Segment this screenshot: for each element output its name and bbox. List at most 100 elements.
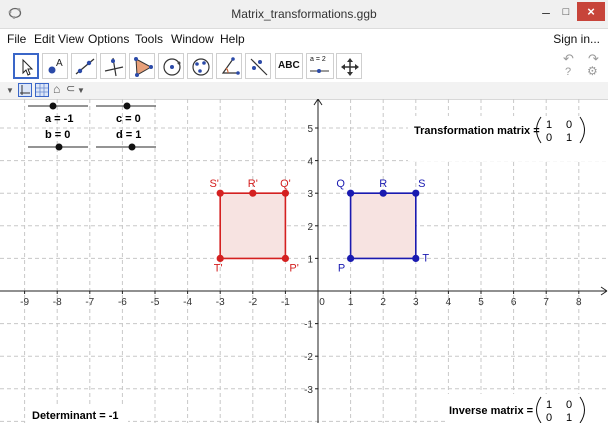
- square-layers: P' T' S' R' Q' P T S R Q: [209, 178, 429, 274]
- circle-three-points-icon: [192, 58, 210, 76]
- y-tick-label: -3: [304, 385, 313, 396]
- minimize-button[interactable]: –: [542, 4, 550, 20]
- original-square-point: [412, 189, 420, 197]
- original-square-point: [379, 189, 387, 197]
- angle-tool-button[interactable]: [216, 53, 242, 79]
- menu-help[interactable]: Help: [220, 32, 245, 46]
- x-tick-label: -6: [118, 297, 127, 308]
- line-icon: [75, 58, 95, 75]
- y-tick-label: -1: [304, 320, 313, 331]
- move-graphics-view-icon: [341, 58, 359, 76]
- sign-in-link[interactable]: Sign in...: [553, 32, 600, 46]
- y-tick-label: 3: [307, 189, 313, 200]
- slider-b-label: b = 0: [45, 129, 70, 141]
- menu-file[interactable]: File: [7, 32, 27, 46]
- image-square-point-label: Q': [280, 178, 291, 190]
- y-axis-arrow: [313, 99, 323, 106]
- y-tick-label: -2: [304, 352, 313, 363]
- inverse-matrix-cell: 1: [566, 412, 572, 423]
- circle-three-points-tool-button[interactable]: [187, 53, 213, 79]
- slider-c-label: c = 0: [116, 113, 141, 125]
- cursor-arrow-icon: [22, 58, 34, 76]
- menu-options[interactable]: Options: [88, 32, 130, 46]
- slider-c[interactable]: c = 0: [96, 102, 156, 126]
- line-tool-button[interactable]: [71, 53, 97, 79]
- image-square-point-label: R': [248, 178, 258, 190]
- point-tool-button[interactable]: A: [42, 53, 68, 79]
- original-square-polygon: [349, 192, 417, 260]
- move-view-tool-button[interactable]: [336, 53, 362, 79]
- x-tick-label: 8: [576, 297, 582, 308]
- slider-c-knob[interactable]: [123, 102, 131, 110]
- polygon-icon: [134, 57, 153, 77]
- dropdown-arrow-icon[interactable]: ▼: [77, 86, 85, 95]
- original-square-point-label: T: [422, 252, 429, 264]
- determinant-label: Determinant = -1: [32, 410, 119, 422]
- image-square-point: [216, 254, 224, 262]
- menu-window[interactable]: Window: [171, 32, 214, 46]
- slider-a[interactable]: a = -1: [28, 102, 88, 126]
- point-capturing-icon[interactable]: ⊂: [66, 83, 76, 95]
- circle-tool-button[interactable]: [158, 53, 184, 79]
- undo-icon[interactable]: ↶: [563, 51, 574, 66]
- window-title: Matrix_transformations.ggb: [231, 7, 377, 21]
- x-tick-label: -1: [281, 297, 290, 308]
- slider-icon: [310, 69, 329, 73]
- transformation-matrix-cell: 1: [546, 119, 552, 131]
- settings-icon[interactable]: ⚙: [587, 64, 598, 78]
- close-button[interactable]: ×: [577, 2, 605, 21]
- home-view-icon[interactable]: ⌂: [53, 82, 61, 96]
- collapse-arrow-icon[interactable]: ▼: [6, 86, 14, 95]
- help-icon[interactable]: ?: [565, 66, 572, 78]
- transformation-matrix-cell: 0: [566, 119, 572, 131]
- slider-d[interactable]: d = 1: [96, 129, 156, 151]
- menu-tools[interactable]: Tools: [135, 32, 164, 46]
- toolbar: A ABC a = 2 ↶ ↷ ? ⚙: [0, 49, 608, 83]
- image-square-point-label: T': [214, 262, 223, 274]
- polygon-tool-button[interactable]: [129, 53, 155, 79]
- y-tick-label: 5: [307, 124, 313, 135]
- transformation-matrix-display: Transformation matrix = 1 0 0 1: [408, 116, 608, 161]
- slider-tool-button[interactable]: a = 2: [306, 53, 334, 79]
- slider-b-knob[interactable]: [55, 143, 63, 151]
- grid-toggle-icon[interactable]: [35, 83, 49, 97]
- x-tick-label: -3: [216, 297, 225, 308]
- x-tick-label: 0: [319, 297, 325, 308]
- image-square-point: [281, 254, 289, 262]
- coordinate-axes: [0, 99, 608, 423]
- x-tick-label: 7: [543, 297, 549, 308]
- menu-view[interactable]: View: [58, 32, 84, 46]
- move-tool-button[interactable]: [13, 53, 39, 79]
- text-tool-button[interactable]: ABC: [275, 53, 303, 79]
- image-square-point-label: P': [289, 262, 298, 274]
- maximize-button[interactable]: □: [562, 6, 570, 18]
- axes-toggle-icon[interactable]: [18, 83, 32, 97]
- slider-a-knob[interactable]: [49, 102, 57, 110]
- original-square-point: [347, 189, 355, 197]
- slider-d-knob[interactable]: [128, 143, 136, 151]
- determinant-display: Determinant = -1: [28, 405, 128, 423]
- x-tick-label: -8: [53, 297, 62, 308]
- original-square-point: [347, 254, 355, 262]
- original-square-point-label: R: [379, 178, 387, 190]
- inverse-matrix-cell: 0: [546, 412, 552, 423]
- menu-bar: File Edit View Options Tools Window Help…: [0, 29, 608, 49]
- x-tick-label: -7: [85, 297, 94, 308]
- geogebra-logo-icon: [8, 7, 22, 19]
- slider-b[interactable]: b = 0: [28, 129, 88, 151]
- reflect-tool-button[interactable]: [245, 53, 271, 79]
- transformation-matrix-cell: 1: [566, 132, 572, 144]
- original-square-point-label: Q: [336, 178, 345, 190]
- inverse-matrix-label: Inverse matrix =: [449, 405, 533, 417]
- circle-icon: [163, 58, 181, 76]
- style-bar: ▼ ⌂ ⊂ ▼: [0, 82, 608, 100]
- x-tick-label: -4: [183, 297, 192, 308]
- image-square-polygon: [219, 192, 287, 260]
- inverse-matrix-cell: 0: [566, 399, 572, 411]
- perpendicular-tool-button[interactable]: [100, 53, 126, 79]
- redo-icon[interactable]: ↷: [588, 51, 599, 66]
- transformation-matrix-cell: 0: [546, 132, 552, 144]
- image-square-point: [281, 189, 289, 197]
- menu-edit[interactable]: Edit: [34, 32, 55, 46]
